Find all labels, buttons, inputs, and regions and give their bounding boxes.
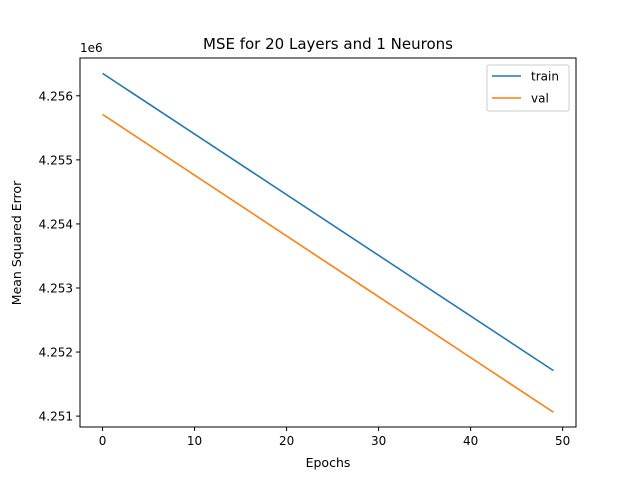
x-tick-label: 10 <box>187 434 202 448</box>
legend-label-train: train <box>531 70 559 84</box>
series-line-val <box>102 113 554 413</box>
x-tick-label: 20 <box>279 434 294 448</box>
y-tick-label: 4.251 <box>39 410 73 424</box>
chart-title: MSE for 20 Layers and 1 Neurons <box>203 35 453 53</box>
y-axis-label: Mean Squared Error <box>9 180 24 305</box>
legend-label-val: val <box>531 92 549 106</box>
y-tick-label: 4.255 <box>39 153 73 167</box>
y-tick-label: 4.252 <box>39 346 73 360</box>
x-tick-label: 40 <box>463 434 478 448</box>
series-layer <box>102 72 554 413</box>
legend: train val <box>486 64 570 112</box>
x-axis-ticks: 0 10 20 30 40 50 <box>99 427 570 448</box>
series-line-train <box>102 72 554 372</box>
plot-background <box>80 58 576 427</box>
y-axis-ticks: 4.251 4.252 4.253 4.254 4.255 4.256 <box>39 89 80 424</box>
plot-frame <box>79 57 577 428</box>
y-tick-label: 4.256 <box>39 89 73 103</box>
y-tick-label: 4.253 <box>39 281 73 295</box>
x-axis-label: Epochs <box>306 455 351 470</box>
x-tick-label: 0 <box>99 434 107 448</box>
y-tick-label: 4.254 <box>39 217 73 231</box>
y-offset-label: 1e6 <box>80 41 103 55</box>
x-tick-label: 30 <box>371 434 386 448</box>
x-tick-label: 50 <box>555 434 570 448</box>
